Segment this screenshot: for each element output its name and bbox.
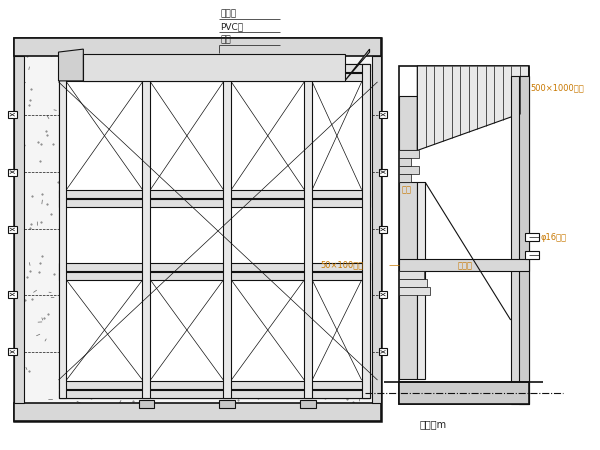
- Bar: [511, 76, 529, 404]
- Bar: [379, 111, 388, 118]
- Bar: [8, 226, 17, 233]
- Bar: [379, 348, 388, 356]
- Bar: [59, 64, 370, 72]
- Bar: [400, 279, 427, 287]
- Polygon shape: [83, 54, 345, 81]
- Bar: [524, 251, 539, 259]
- Bar: [400, 66, 529, 404]
- Bar: [379, 291, 388, 298]
- Bar: [59, 272, 370, 280]
- Polygon shape: [59, 49, 83, 81]
- Text: 边管: 边管: [401, 186, 412, 195]
- Bar: [400, 271, 424, 279]
- Bar: [400, 166, 419, 174]
- Bar: [59, 381, 370, 389]
- Text: 单位：m: 单位：m: [419, 419, 446, 429]
- Polygon shape: [417, 66, 529, 150]
- Bar: [59, 189, 370, 198]
- Text: 混凝土: 混凝土: [220, 9, 236, 18]
- Bar: [139, 400, 154, 408]
- Bar: [14, 403, 382, 421]
- Bar: [8, 348, 17, 356]
- Bar: [59, 64, 67, 398]
- Bar: [400, 174, 412, 182]
- Bar: [59, 263, 370, 271]
- Bar: [59, 64, 370, 398]
- Bar: [400, 287, 430, 295]
- Bar: [379, 226, 388, 233]
- Bar: [8, 291, 17, 298]
- Bar: [304, 64, 312, 398]
- Bar: [400, 259, 529, 271]
- Bar: [400, 382, 529, 404]
- Bar: [371, 56, 382, 403]
- Bar: [223, 64, 232, 398]
- Bar: [14, 56, 24, 403]
- Bar: [59, 390, 370, 398]
- Text: 50×100支木: 50×100支木: [320, 261, 363, 270]
- Bar: [142, 64, 151, 398]
- Bar: [518, 76, 529, 404]
- Text: 500×1000木楔: 500×1000木楔: [530, 84, 584, 93]
- Text: φ16螺栓: φ16螺栓: [541, 233, 566, 242]
- Bar: [362, 64, 370, 398]
- Text: PVC管: PVC管: [220, 22, 244, 31]
- Text: 刀扎板: 刀扎板: [458, 261, 473, 270]
- Bar: [300, 400, 316, 408]
- Bar: [400, 150, 419, 158]
- Bar: [524, 234, 539, 241]
- Bar: [400, 158, 412, 166]
- Text: 木楔: 木楔: [220, 35, 231, 44]
- Bar: [59, 198, 370, 207]
- Bar: [8, 111, 17, 118]
- Bar: [400, 96, 417, 150]
- Bar: [400, 182, 417, 379]
- Bar: [220, 400, 235, 408]
- Bar: [379, 169, 388, 176]
- Bar: [59, 73, 370, 81]
- Bar: [14, 38, 382, 421]
- Bar: [417, 182, 425, 379]
- Bar: [8, 169, 17, 176]
- Polygon shape: [345, 49, 370, 81]
- Bar: [14, 38, 382, 56]
